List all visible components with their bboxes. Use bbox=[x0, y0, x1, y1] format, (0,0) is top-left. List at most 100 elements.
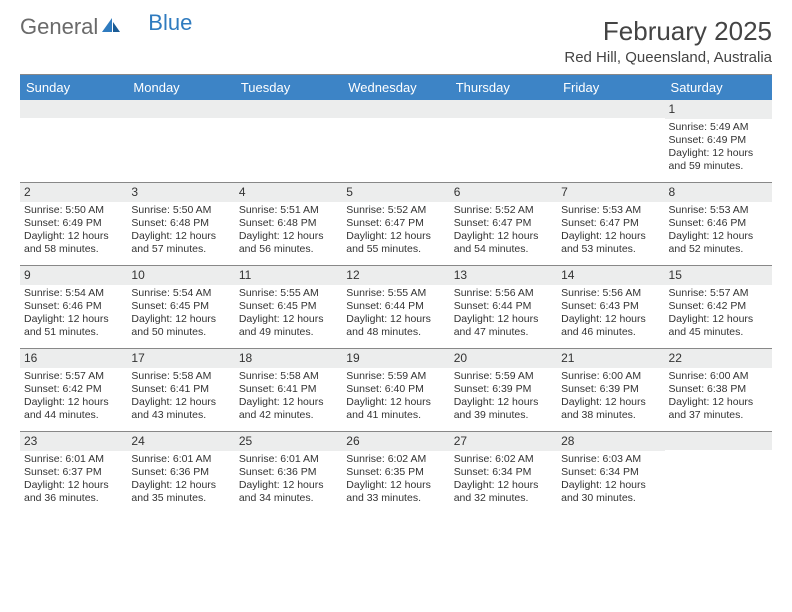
calendar: Sunday Monday Tuesday Wednesday Thursday… bbox=[20, 75, 772, 514]
daylight-text: Daylight: 12 hours and 53 minutes. bbox=[561, 230, 660, 256]
weekday-label: Tuesday bbox=[235, 75, 342, 100]
sunrise-text: Sunrise: 6:00 AM bbox=[561, 370, 660, 383]
brand-part1: General bbox=[20, 16, 98, 38]
sunset-text: Sunset: 6:41 PM bbox=[239, 383, 338, 396]
day-number: 3 bbox=[127, 183, 234, 202]
day-number: 24 bbox=[127, 432, 234, 451]
sunset-text: Sunset: 6:47 PM bbox=[561, 217, 660, 230]
daylight-text: Daylight: 12 hours and 39 minutes. bbox=[454, 396, 553, 422]
daylight-text: Daylight: 12 hours and 42 minutes. bbox=[239, 396, 338, 422]
day-number: 22 bbox=[665, 349, 772, 368]
day-cell: 27Sunrise: 6:02 AMSunset: 6:34 PMDayligh… bbox=[450, 432, 557, 514]
day-cell bbox=[127, 100, 234, 182]
day-cell: 8 Sunrise: 5:53 AMSunset: 6:46 PMDaylight… bbox=[665, 183, 772, 265]
day-number: 20 bbox=[450, 349, 557, 368]
sunrise-text: Sunrise: 5:59 AM bbox=[346, 370, 445, 383]
day-number bbox=[127, 100, 234, 118]
daylight-text: Daylight: 12 hours and 43 minutes. bbox=[131, 396, 230, 422]
sunset-text: Sunset: 6:48 PM bbox=[131, 217, 230, 230]
daylight-text: Daylight: 12 hours and 32 minutes. bbox=[454, 479, 553, 505]
sunrise-text: Sunrise: 5:53 AM bbox=[561, 204, 660, 217]
sunset-text: Sunset: 6:43 PM bbox=[561, 300, 660, 313]
day-cell: 20Sunrise: 5:59 AMSunset: 6:39 PMDayligh… bbox=[450, 349, 557, 431]
sunset-text: Sunset: 6:34 PM bbox=[561, 466, 660, 479]
daylight-text: Daylight: 12 hours and 45 minutes. bbox=[669, 313, 768, 339]
day-number bbox=[665, 432, 772, 450]
sunrise-text: Sunrise: 5:52 AM bbox=[454, 204, 553, 217]
week-row: 9Sunrise: 5:54 AMSunset: 6:46 PMDaylight… bbox=[20, 265, 772, 348]
day-number: 26 bbox=[342, 432, 449, 451]
weekday-label: Friday bbox=[557, 75, 664, 100]
daylight-text: Daylight: 12 hours and 52 minutes. bbox=[669, 230, 768, 256]
sunrise-text: Sunrise: 5:55 AM bbox=[346, 287, 445, 300]
week-row: 16Sunrise: 5:57 AMSunset: 6:42 PMDayligh… bbox=[20, 348, 772, 431]
day-number bbox=[235, 100, 342, 118]
day-cell bbox=[450, 100, 557, 182]
day-number: 6 bbox=[450, 183, 557, 202]
day-number: 8 bbox=[665, 183, 772, 202]
day-cell: 21Sunrise: 6:00 AMSunset: 6:39 PMDayligh… bbox=[557, 349, 664, 431]
day-number: 14 bbox=[557, 266, 664, 285]
sunrise-text: Sunrise: 5:50 AM bbox=[131, 204, 230, 217]
daylight-text: Daylight: 12 hours and 36 minutes. bbox=[24, 479, 123, 505]
sunset-text: Sunset: 6:46 PM bbox=[669, 217, 768, 230]
daylight-text: Daylight: 12 hours and 59 minutes. bbox=[669, 147, 768, 173]
sunset-text: Sunset: 6:45 PM bbox=[131, 300, 230, 313]
day-cell: 18Sunrise: 5:58 AMSunset: 6:41 PMDayligh… bbox=[235, 349, 342, 431]
sunset-text: Sunset: 6:49 PM bbox=[669, 134, 768, 147]
sunrise-text: Sunrise: 5:56 AM bbox=[454, 287, 553, 300]
sunset-text: Sunset: 6:41 PM bbox=[131, 383, 230, 396]
daylight-text: Daylight: 12 hours and 50 minutes. bbox=[131, 313, 230, 339]
day-cell: 1Sunrise: 5:49 AMSunset: 6:49 PMDaylight… bbox=[665, 100, 772, 182]
sunset-text: Sunset: 6:42 PM bbox=[24, 383, 123, 396]
sunrise-text: Sunrise: 5:55 AM bbox=[239, 287, 338, 300]
sunset-text: Sunset: 6:49 PM bbox=[24, 217, 123, 230]
day-number: 4 bbox=[235, 183, 342, 202]
daylight-text: Daylight: 12 hours and 46 minutes. bbox=[561, 313, 660, 339]
day-number: 23 bbox=[20, 432, 127, 451]
day-number: 16 bbox=[20, 349, 127, 368]
day-cell bbox=[20, 100, 127, 182]
daylight-text: Daylight: 12 hours and 58 minutes. bbox=[24, 230, 123, 256]
sunrise-text: Sunrise: 5:53 AM bbox=[669, 204, 768, 217]
sunset-text: Sunset: 6:47 PM bbox=[454, 217, 553, 230]
day-cell bbox=[665, 432, 772, 514]
sunrise-text: Sunrise: 5:52 AM bbox=[346, 204, 445, 217]
daylight-text: Daylight: 12 hours and 34 minutes. bbox=[239, 479, 338, 505]
daylight-text: Daylight: 12 hours and 54 minutes. bbox=[454, 230, 553, 256]
daylight-text: Daylight: 12 hours and 48 minutes. bbox=[346, 313, 445, 339]
sunset-text: Sunset: 6:34 PM bbox=[454, 466, 553, 479]
weekday-label: Wednesday bbox=[342, 75, 449, 100]
day-number: 17 bbox=[127, 349, 234, 368]
sunrise-text: Sunrise: 6:01 AM bbox=[131, 453, 230, 466]
daylight-text: Daylight: 12 hours and 37 minutes. bbox=[669, 396, 768, 422]
week-row: 23Sunrise: 6:01 AMSunset: 6:37 PMDayligh… bbox=[20, 431, 772, 514]
day-number: 21 bbox=[557, 349, 664, 368]
day-number: 11 bbox=[235, 266, 342, 285]
brand-logo: General Blue bbox=[20, 16, 192, 38]
sunset-text: Sunset: 6:46 PM bbox=[24, 300, 123, 313]
sunrise-text: Sunrise: 6:03 AM bbox=[561, 453, 660, 466]
sunset-text: Sunset: 6:42 PM bbox=[669, 300, 768, 313]
day-number: 2 bbox=[20, 183, 127, 202]
day-number: 15 bbox=[665, 266, 772, 285]
month-title: February 2025 bbox=[564, 16, 772, 47]
day-cell: 3Sunrise: 5:50 AMSunset: 6:48 PMDaylight… bbox=[127, 183, 234, 265]
weekday-label: Thursday bbox=[450, 75, 557, 100]
daylight-text: Daylight: 12 hours and 56 minutes. bbox=[239, 230, 338, 256]
page-header: General Blue February 2025 Red Hill, Que… bbox=[20, 16, 772, 66]
sunrise-text: Sunrise: 5:56 AM bbox=[561, 287, 660, 300]
day-cell: 22Sunrise: 6:00 AMSunset: 6:38 PMDayligh… bbox=[665, 349, 772, 431]
day-number: 1 bbox=[665, 100, 772, 119]
daylight-text: Daylight: 12 hours and 47 minutes. bbox=[454, 313, 553, 339]
daylight-text: Daylight: 12 hours and 33 minutes. bbox=[346, 479, 445, 505]
sunrise-text: Sunrise: 6:00 AM bbox=[669, 370, 768, 383]
sunset-text: Sunset: 6:35 PM bbox=[346, 466, 445, 479]
day-cell: 12Sunrise: 5:55 AMSunset: 6:44 PMDayligh… bbox=[342, 266, 449, 348]
day-number bbox=[450, 100, 557, 118]
weekday-label: Saturday bbox=[665, 75, 772, 100]
day-cell: 28Sunrise: 6:03 AMSunset: 6:34 PMDayligh… bbox=[557, 432, 664, 514]
daylight-text: Daylight: 12 hours and 49 minutes. bbox=[239, 313, 338, 339]
sunset-text: Sunset: 6:36 PM bbox=[239, 466, 338, 479]
day-cell bbox=[557, 100, 664, 182]
